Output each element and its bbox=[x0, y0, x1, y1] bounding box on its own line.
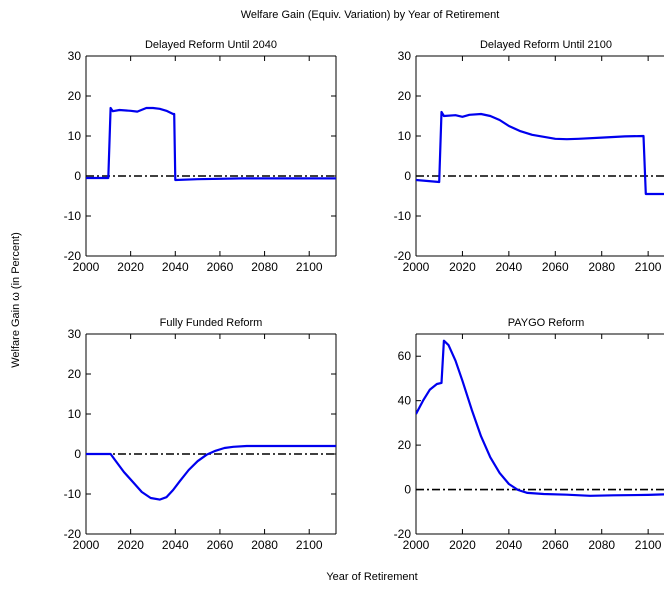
x-tick-label: 2060 bbox=[207, 260, 234, 274]
series-line bbox=[86, 444, 336, 501]
y-axis-label: Welfare Gain ω (in Percent) bbox=[10, 232, 22, 368]
y-tick-label: 20 bbox=[398, 438, 412, 452]
series-line bbox=[416, 339, 664, 497]
series-line bbox=[86, 106, 336, 182]
y-tick-label: 10 bbox=[398, 129, 412, 143]
y-tick-label: 20 bbox=[68, 367, 82, 381]
panel-3: Fully Funded Reform 2000 2020 2040 2060 2080 2… bbox=[64, 317, 337, 552]
y-tick-label: 0 bbox=[404, 169, 411, 183]
y-tick-label: 30 bbox=[68, 49, 82, 63]
x-tick-label: 2100 bbox=[635, 260, 662, 274]
x-tick-label: 2000 bbox=[73, 538, 100, 552]
x-tick-label: 2080 bbox=[588, 538, 615, 552]
y-tick-label: -20 bbox=[64, 249, 82, 263]
y-tick-label: -20 bbox=[394, 249, 412, 263]
x-tick-label: 2000 bbox=[403, 538, 430, 552]
y-tick-label: 0 bbox=[74, 169, 81, 183]
y-tick-label: 0 bbox=[74, 447, 81, 461]
series-line bbox=[416, 110, 664, 196]
x-tick-label: 2000 bbox=[403, 260, 430, 274]
y-tick-label: -20 bbox=[394, 527, 412, 541]
y-tick-label: 10 bbox=[68, 129, 82, 143]
y-tick-label: -10 bbox=[64, 487, 82, 501]
x-tick-label: 2100 bbox=[296, 538, 323, 552]
x-tick-label: 2020 bbox=[117, 538, 144, 552]
x-tick-label: 2040 bbox=[162, 260, 189, 274]
x-tick-label: 2080 bbox=[588, 260, 615, 274]
y-tick-label: 10 bbox=[68, 407, 82, 421]
plot-area bbox=[416, 110, 664, 196]
x-tick-label: 2080 bbox=[251, 538, 278, 552]
y-tick-label: 60 bbox=[398, 349, 412, 363]
x-tick-label: 2060 bbox=[542, 260, 569, 274]
y-tick-label: 0 bbox=[404, 483, 411, 497]
x-axis-label: Year of Retirement bbox=[326, 571, 417, 583]
panel-title: Delayed Reform Until 2040 bbox=[145, 39, 277, 51]
x-tick-label: 2100 bbox=[296, 260, 323, 274]
y-tick-label: -20 bbox=[64, 527, 82, 541]
y-tick-label: 40 bbox=[398, 394, 412, 408]
x-tick-label: 2020 bbox=[449, 538, 476, 552]
x-tick-label: 2080 bbox=[251, 260, 278, 274]
x-tick-label: 2100 bbox=[635, 538, 662, 552]
panel-2: Delayed Reform Until 2100 2000 2020 2040 206… bbox=[394, 39, 664, 274]
y-tick-label: -10 bbox=[64, 209, 82, 223]
y-tick-label: -10 bbox=[394, 209, 412, 223]
panel-1: Delayed Reform Until 2040 2000 2020 2040 206… bbox=[64, 39, 337, 274]
panel-title: Fully Funded Reform bbox=[160, 317, 263, 329]
x-tick-label: 2040 bbox=[496, 260, 523, 274]
y-tick-label: 20 bbox=[68, 89, 82, 103]
plot-area bbox=[86, 444, 336, 501]
figure-title: Welfare Gain (Equiv. Variation) by Year … bbox=[241, 9, 500, 21]
x-tick-label: 2060 bbox=[207, 538, 234, 552]
y-tick-label: 20 bbox=[398, 89, 412, 103]
plot-area bbox=[86, 106, 336, 182]
x-tick-label: 2000 bbox=[73, 260, 100, 274]
plot-area bbox=[416, 339, 664, 497]
y-tick-label: 30 bbox=[398, 49, 412, 63]
x-tick-label: 2060 bbox=[542, 538, 569, 552]
panel-title: PAYGO Reform bbox=[508, 317, 585, 329]
x-tick-label: 2020 bbox=[449, 260, 476, 274]
x-tick-label: 2020 bbox=[117, 260, 144, 274]
x-tick-label: 2040 bbox=[162, 538, 189, 552]
x-tick-label: 2040 bbox=[496, 538, 523, 552]
y-tick-label: 30 bbox=[68, 327, 82, 341]
panel-title: Delayed Reform Until 2100 bbox=[480, 39, 612, 51]
